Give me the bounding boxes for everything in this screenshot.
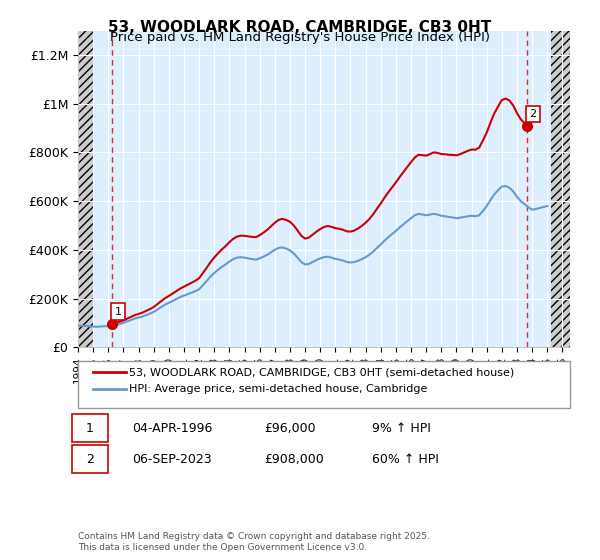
Text: 06-SEP-2023: 06-SEP-2023 bbox=[132, 452, 212, 466]
Text: 1: 1 bbox=[115, 306, 121, 316]
Text: 2: 2 bbox=[86, 452, 94, 466]
Bar bbox=[78, 31, 93, 347]
Text: £96,000: £96,000 bbox=[264, 422, 316, 435]
Bar bbox=[551, 31, 570, 347]
Text: Price paid vs. HM Land Registry's House Price Index (HPI): Price paid vs. HM Land Registry's House … bbox=[110, 31, 490, 44]
Text: 2: 2 bbox=[529, 109, 536, 119]
Text: HPI: Average price, semi-detached house, Cambridge: HPI: Average price, semi-detached house,… bbox=[129, 384, 427, 394]
Text: £908,000: £908,000 bbox=[264, 452, 324, 466]
Text: 60% ↑ HPI: 60% ↑ HPI bbox=[372, 452, 439, 466]
Bar bbox=[78, 31, 93, 347]
Text: 53, WOODLARK ROAD, CAMBRIDGE, CB3 0HT (semi-detached house): 53, WOODLARK ROAD, CAMBRIDGE, CB3 0HT (s… bbox=[129, 367, 514, 377]
Text: 1: 1 bbox=[86, 422, 94, 435]
Text: 04-APR-1996: 04-APR-1996 bbox=[132, 422, 212, 435]
Text: 53, WOODLARK ROAD, CAMBRIDGE, CB3 0HT: 53, WOODLARK ROAD, CAMBRIDGE, CB3 0HT bbox=[109, 20, 491, 35]
Text: 9% ↑ HPI: 9% ↑ HPI bbox=[372, 422, 431, 435]
Text: Contains HM Land Registry data © Crown copyright and database right 2025.
This d: Contains HM Land Registry data © Crown c… bbox=[78, 532, 430, 552]
